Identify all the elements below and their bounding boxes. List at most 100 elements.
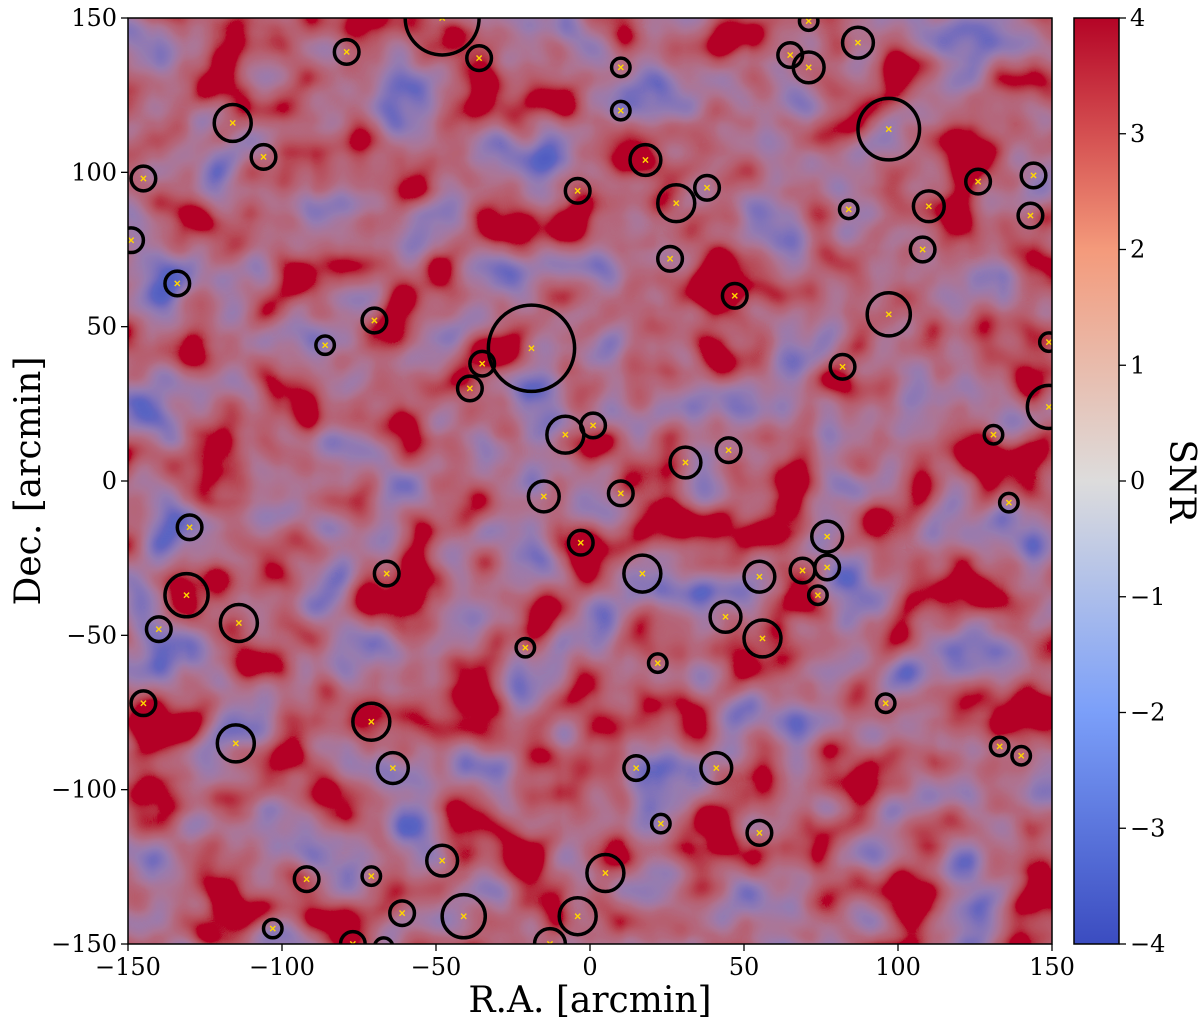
source-circle [351, 701, 392, 742]
source-circle [806, 584, 829, 607]
source-circle [1025, 383, 1052, 431]
source-circle [579, 411, 608, 440]
x-tick-label: −50 [411, 953, 462, 981]
source-marker [460, 913, 467, 920]
source-marker [725, 447, 732, 454]
source-circle [440, 892, 488, 940]
x-tick-label: −100 [249, 953, 315, 981]
source-marker [183, 592, 190, 599]
source-marker [996, 743, 1003, 750]
source-circle [813, 553, 842, 582]
source-marker [824, 564, 831, 571]
source-marker [128, 237, 135, 244]
source-marker [399, 910, 406, 917]
colorbar-tick-label: 3 [1130, 120, 1145, 148]
x-tick-label: −150 [95, 953, 161, 981]
source-circle [261, 917, 284, 940]
x-axis-ticks: −150 −100 −50 0 50 100 150 [95, 944, 1075, 981]
source-marker [633, 764, 640, 772]
y-tick-label: 100 [71, 158, 117, 186]
source-marker [235, 619, 242, 627]
source-marker [528, 345, 535, 352]
source-marker [343, 48, 350, 56]
y-tick-label: −50 [66, 621, 117, 649]
source-marker [368, 872, 375, 880]
source-circle [144, 615, 173, 644]
source-marker [232, 740, 239, 747]
source-marker [577, 539, 584, 546]
source-circle [646, 652, 669, 675]
source-circle [129, 689, 158, 718]
colorbar-gradient [1073, 17, 1120, 945]
source-marker [814, 592, 822, 599]
source-marker [990, 431, 997, 438]
source-marker [759, 635, 766, 642]
x-tick-label: 50 [729, 953, 760, 981]
source-circle [609, 56, 632, 79]
source-circle [403, 18, 481, 57]
source-circle [1037, 331, 1052, 354]
source-circle [708, 599, 743, 634]
source-marker [1030, 172, 1037, 179]
source-marker [756, 829, 763, 836]
source-marker [522, 644, 529, 651]
source-circle [745, 818, 774, 847]
source-marker [617, 107, 624, 114]
source-circle [714, 436, 743, 465]
source-circle [692, 173, 722, 202]
source-marker [839, 363, 846, 370]
source-circle [828, 352, 857, 381]
source-marker [602, 869, 609, 877]
source-marker [666, 255, 674, 262]
source-marker [476, 55, 483, 62]
source-circle [742, 618, 783, 659]
colorbar-tick-label: 4 [1130, 4, 1145, 32]
source-marker [845, 206, 852, 213]
source-marker [186, 524, 193, 531]
colorbar-tick-label: −1 [1130, 583, 1165, 611]
source-circle [911, 189, 946, 224]
y-axis-ticks: −150 −100 −50 0 50 100 150 [51, 4, 128, 958]
source-marker [546, 940, 554, 944]
y-axis-label: Dec. [arcmin] [8, 357, 49, 606]
colorbar-tick-label: −3 [1130, 814, 1165, 842]
source-marker [639, 570, 646, 577]
source-circle [314, 334, 337, 357]
source-marker [269, 925, 276, 932]
source-circle [557, 895, 598, 937]
source-marker [925, 203, 932, 210]
source-marker [1027, 212, 1034, 219]
source-circle [332, 37, 361, 67]
source-marker [140, 175, 147, 182]
y-tick-label: −150 [51, 930, 117, 958]
source-marker [1018, 752, 1025, 759]
source-circle [865, 291, 913, 338]
source-circle [486, 303, 577, 394]
source-marker [654, 660, 661, 667]
source-marker [381, 943, 386, 944]
source-circle [609, 99, 632, 122]
x-tick-label: 100 [875, 953, 921, 981]
source-circle [215, 723, 257, 764]
source-marker [383, 570, 390, 577]
source-marker [617, 490, 624, 497]
source-marker [174, 280, 181, 287]
x-tick-label: 150 [1029, 953, 1075, 981]
source-circle [742, 559, 777, 594]
colorbar: −4 −3 −2 −1 0 1 2 3 4 SNR [1073, 4, 1200, 958]
source-circle [212, 102, 253, 144]
source-circle [249, 142, 278, 171]
source-marker [974, 178, 982, 185]
source-circle [1010, 744, 1033, 767]
source-marker [260, 153, 267, 160]
source-circle [797, 18, 820, 33]
y-tick-label: −100 [51, 776, 117, 804]
source-circle [563, 176, 592, 205]
source-circle [129, 164, 158, 193]
x-axis-label: R.A. [arcmin] [468, 980, 711, 1021]
source-circle [622, 553, 663, 594]
source-marker [657, 820, 664, 827]
source-circle [455, 374, 484, 403]
source-circle [810, 519, 845, 554]
colorbar-tick-label: −4 [1130, 930, 1165, 958]
